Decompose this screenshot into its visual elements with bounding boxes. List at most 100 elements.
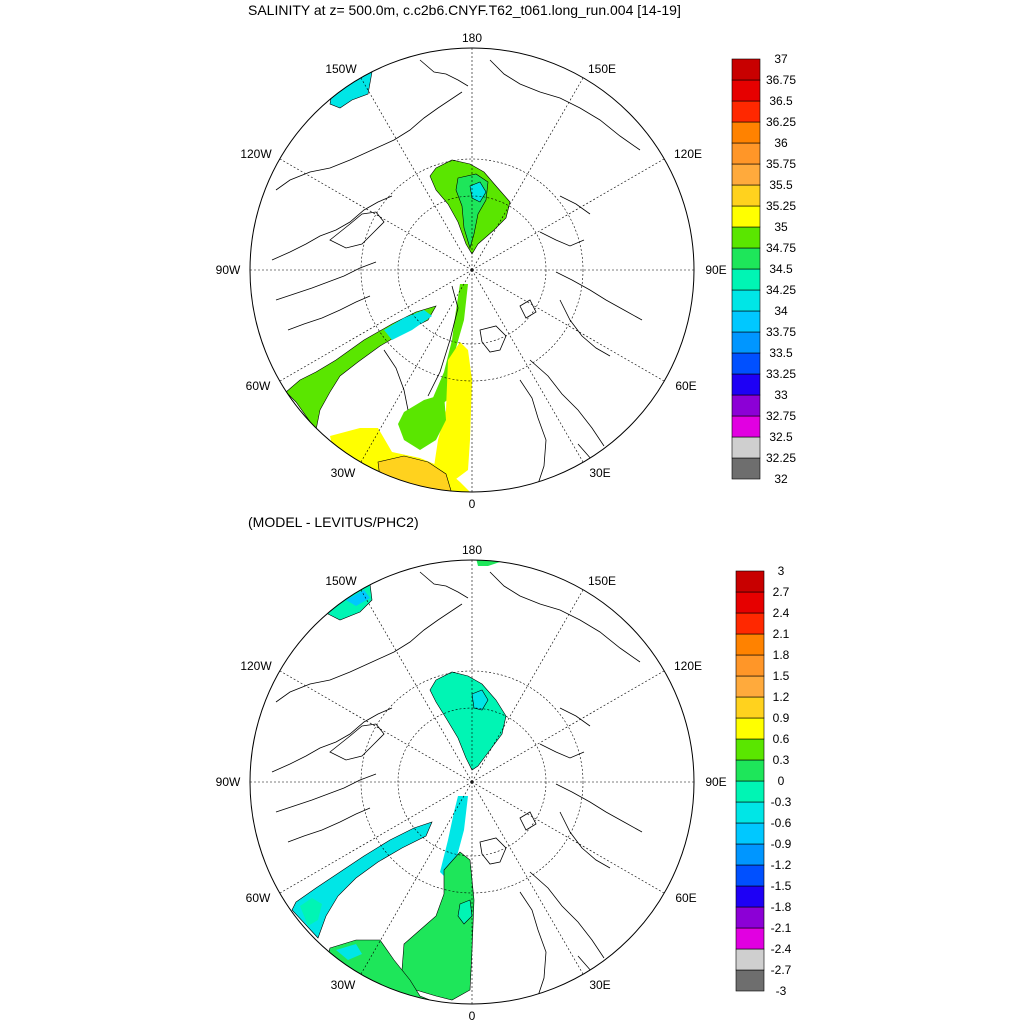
diff-region-norwegian [401, 851, 475, 1001]
colorbar-swatch [731, 58, 761, 81]
colorbar-label: 35 [774, 220, 788, 234]
colorbar-swatch [735, 591, 765, 614]
label-90e-b: 90E [705, 775, 726, 789]
region-norwegian-sea [432, 342, 472, 488]
colorbar-label: 32 [774, 472, 788, 486]
colorbar-label: 0.3 [773, 753, 790, 767]
label-150e-b: 150E [588, 574, 616, 588]
colorbar-swatch [735, 948, 765, 971]
colorbar-label: -1.2 [771, 858, 792, 872]
region-labrador-cyan [384, 310, 432, 340]
colorbar-swatch [731, 331, 761, 354]
label-0-b: 0 [469, 1009, 476, 1023]
colorbar-swatch [735, 885, 765, 908]
colorbar-swatch [735, 717, 765, 740]
colorbar-swatch [735, 906, 765, 929]
label-30w-b: 30W [331, 978, 356, 992]
colorbar-swatch [731, 100, 761, 123]
difference-map: 180 150W 150E 120W 120E 90W 90E 60W 60E … [216, 543, 727, 1023]
label-60w: 60W [246, 379, 271, 393]
colorbar-label: -3 [776, 984, 787, 998]
region-central-arctic-core [469, 181, 487, 203]
label-60w-b: 60W [246, 891, 271, 905]
colorbar-swatch [731, 373, 761, 396]
diff-region-norwegian-inner [457, 899, 473, 925]
colorbar-swatch [735, 570, 765, 593]
label-150w: 150W [325, 62, 357, 76]
colorbar-swatch [731, 415, 761, 438]
graticule [250, 48, 694, 492]
colorbar-swatch [735, 759, 765, 782]
label-150e: 150E [588, 62, 616, 76]
colorbar-label: -2.4 [771, 942, 792, 956]
colorbar-swatch [731, 289, 761, 312]
colorbar-label: 33 [774, 388, 788, 402]
colorbar-label: -1.8 [771, 900, 792, 914]
region-iceland-basin [398, 394, 446, 450]
colorbar-label: -0.6 [771, 816, 792, 830]
colorbar-swatch [731, 142, 761, 165]
colorbar-label: 1.5 [773, 669, 790, 683]
map-border-bottom [249, 559, 695, 1005]
colorbar-label: 36.5 [769, 94, 793, 108]
colorbar-swatch [735, 696, 765, 719]
map-labels: 180 150W 150E 120W 120E 90W 90E 60W 60E … [216, 31, 727, 511]
difference-colorbar: -3 -2.7 -2.4 -2.1 -1.8 -1.5 -1.2 -0.9 -0.6 -0.3 0 0… [735, 564, 792, 998]
label-30w: 30W [331, 466, 356, 480]
map-title: SALINITY at z= 500.0m, c.c2b6.CNYF.T62_t… [248, 2, 681, 18]
label-90e: 90E [705, 263, 726, 277]
colorbar-label: 2.7 [773, 585, 790, 599]
colorbar-swatch [731, 352, 761, 375]
label-60e-b: 60E [675, 891, 696, 905]
diff-region-baffin [291, 821, 433, 939]
colorbar-swatch [735, 654, 765, 677]
label-120e-b: 120E [674, 659, 702, 673]
colorbar-label: 35.25 [766, 199, 796, 213]
colorbar-label: -2.1 [771, 921, 792, 935]
colorbar-label: 36.75 [766, 73, 796, 87]
colorbar-label: 35.75 [766, 157, 796, 171]
colorbar-label: 32.5 [769, 430, 793, 444]
colorbar-label: 36.25 [766, 115, 796, 129]
colorbar-label: 34.75 [766, 241, 796, 255]
diff-region-central-arctic [429, 671, 507, 771]
colorbar-label: 34.25 [766, 283, 796, 297]
colorbar-swatch [731, 247, 761, 270]
label-90w: 90W [216, 263, 241, 277]
label-60e: 60E [675, 379, 696, 393]
colorbar-swatch [735, 738, 765, 761]
label-180: 180 [462, 31, 482, 45]
colorbar-swatch [735, 633, 765, 656]
colorbar-swatch [731, 436, 761, 459]
colorbar-label: -0.9 [771, 837, 792, 851]
colorbar-swatch [735, 843, 765, 866]
colorbar-swatch [735, 969, 765, 992]
colorbar-label: 34.5 [769, 262, 793, 276]
label-150w-b: 150W [325, 574, 357, 588]
diff-region-baffin-inner [300, 898, 322, 926]
colorbar-swatch [731, 394, 761, 417]
colorbar-swatch [735, 780, 765, 803]
diff-region-atlantic-cyan [336, 944, 362, 960]
colorbar-label: 33.75 [766, 325, 796, 339]
label-0: 0 [469, 497, 476, 511]
diff-region-pacific-inner [346, 590, 370, 606]
colorbar-label: 2.4 [773, 606, 790, 620]
colorbar-label: 0.9 [773, 711, 790, 725]
map-labels-bottom: 180 150W 150E 120W 120E 90W 90E 60W 60E … [216, 543, 727, 1023]
colorbar-label: 33.5 [769, 346, 793, 360]
colorbar-swatch [731, 121, 761, 144]
colorbar-label: 1.2 [773, 690, 790, 704]
coastlines-bottom [271, 571, 643, 997]
colorbar-label: -0.3 [771, 795, 792, 809]
graticule-bottom [250, 560, 694, 1004]
colorbar-swatch [735, 801, 765, 824]
colorbar-swatch [735, 612, 765, 635]
colorbar-label: 0.6 [773, 732, 790, 746]
colorbar-swatch [731, 226, 761, 249]
label-30e: 30E [589, 466, 610, 480]
colorbar-label: 32.25 [766, 451, 796, 465]
colorbar-label: 3 [778, 564, 785, 578]
label-120w-b: 120W [240, 659, 272, 673]
